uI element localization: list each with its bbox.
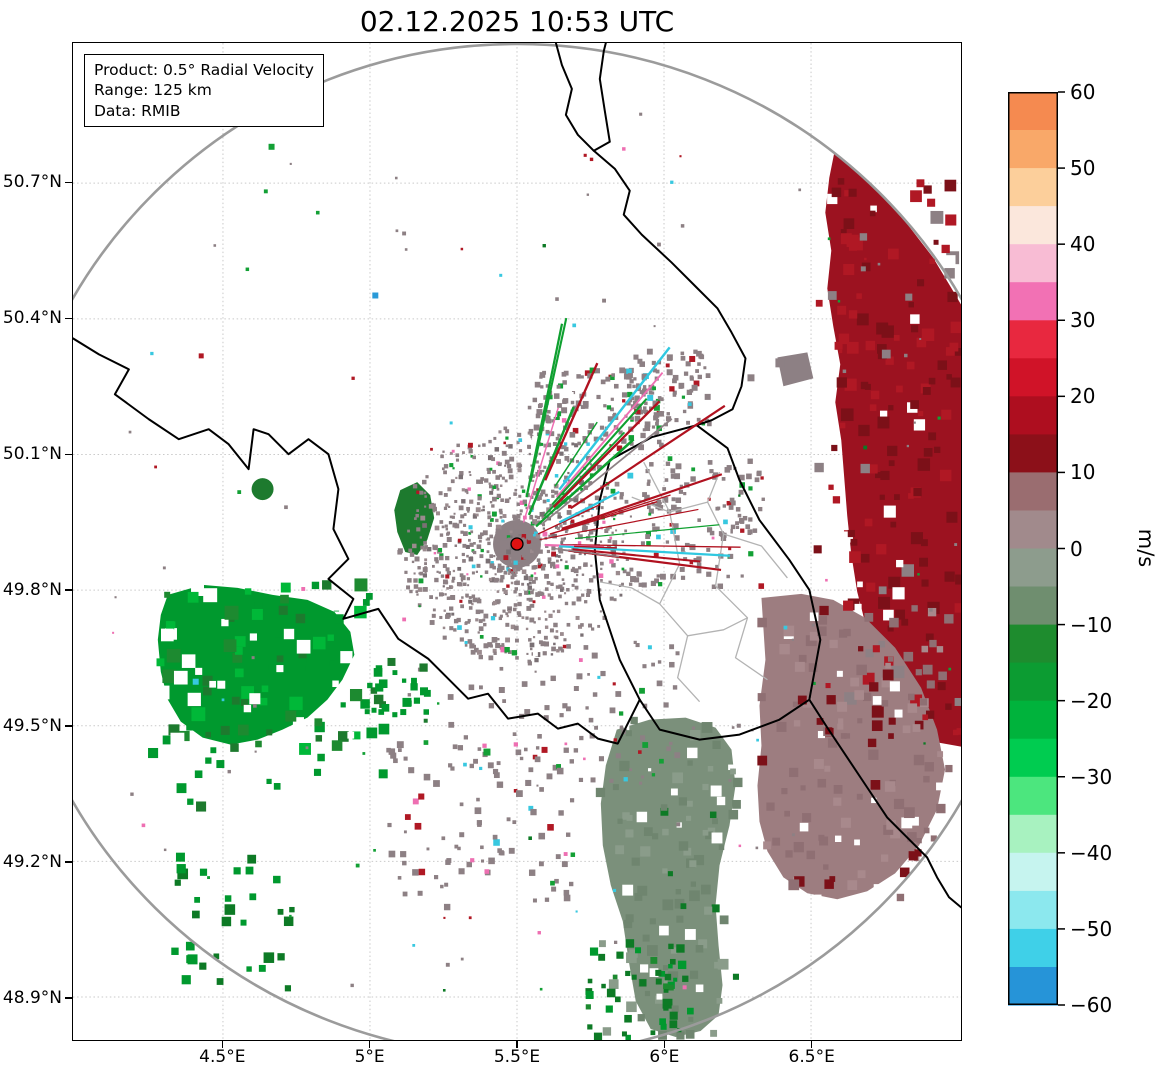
lon-tick-label: 4.5°E bbox=[199, 1047, 246, 1067]
lat-tick-label: 48.9°N bbox=[2, 987, 62, 1008]
lat-tick-mark bbox=[65, 453, 72, 456]
lon-tick-label: 5°E bbox=[354, 1047, 385, 1067]
colorbar-tick-label: −60 bbox=[1070, 993, 1113, 1017]
district-border bbox=[687, 617, 748, 637]
colorbar-outline bbox=[1008, 92, 1058, 1005]
speckles-clutter-southwest-trail bbox=[386, 740, 576, 911]
clutter-patch-north-luxembourg bbox=[777, 352, 814, 387]
speckles-graygreen-texture bbox=[595, 716, 743, 1040]
colorbar-tick-label: −50 bbox=[1070, 916, 1113, 941]
country-border bbox=[73, 337, 641, 745]
lon-tick-mark bbox=[810, 1041, 813, 1048]
country-border bbox=[808, 698, 961, 909]
inbound-area-southwest bbox=[157, 584, 355, 745]
speckles-sparse-wide-specks bbox=[112, 112, 958, 992]
radar-site-marker bbox=[510, 537, 524, 551]
district-border bbox=[706, 471, 721, 503]
isolated-specks bbox=[192, 143, 785, 685]
radial-velocity-spokes bbox=[522, 317, 741, 572]
district-border bbox=[599, 581, 661, 605]
colorbar-tick-label: −20 bbox=[1070, 688, 1113, 713]
lat-tick-mark bbox=[65, 861, 72, 863]
colorbar-tick-label: 20 bbox=[1070, 384, 1096, 409]
lat-tick-label: 50.4°N bbox=[2, 308, 62, 329]
colorbar-tick-label: 10 bbox=[1070, 460, 1096, 485]
lon-tick-label: 6°E bbox=[649, 1047, 680, 1067]
lat-tick-mark bbox=[65, 997, 72, 999]
district-border bbox=[631, 496, 788, 579]
speckles-green-mid-patch bbox=[364, 657, 431, 723]
country-border bbox=[554, 43, 611, 152]
map-plot-area: Product: 0.5° Radial Velocity Range: 125… bbox=[72, 42, 962, 1041]
figure-title: 02.12.2025 10:53 UTC bbox=[359, 5, 675, 38]
colorbar-tick-label: −30 bbox=[1070, 764, 1113, 789]
colorbar-tick-label: 50 bbox=[1070, 156, 1096, 181]
lat-tick-label: 49.5°N bbox=[2, 716, 62, 737]
radar-map-canvas bbox=[73, 43, 961, 1040]
lat-tick-label: 49.8°N bbox=[2, 580, 62, 601]
colorbar-scale bbox=[1008, 91, 1065, 1006]
country-border bbox=[593, 424, 822, 741]
colorbar-tick-label: 40 bbox=[1070, 232, 1096, 257]
colorbar-unit-label: m/s bbox=[1134, 528, 1158, 568]
speckles-clutter-south bbox=[447, 637, 681, 787]
country-border bbox=[592, 149, 747, 427]
info-box: Product: 0.5° Radial Velocity Range: 125… bbox=[84, 54, 324, 128]
lat-tick-label: 49.2°N bbox=[2, 852, 62, 873]
lon-tick-label: 5.5°E bbox=[493, 1047, 541, 1067]
lon-tick-label: 6.5°E bbox=[788, 1047, 835, 1067]
lat-tick-mark bbox=[65, 317, 72, 320]
lon-tick-mark bbox=[663, 1041, 666, 1048]
lat-tick-mark bbox=[65, 181, 72, 184]
district-border bbox=[659, 511, 701, 703]
colorbar-tick-label: 0 bbox=[1070, 536, 1083, 561]
speckles-clutter-east bbox=[627, 456, 765, 590]
speckles-green-far-southwest bbox=[171, 852, 295, 992]
lat-tick-mark bbox=[65, 589, 72, 591]
colorbar-tick-label: −40 bbox=[1070, 840, 1113, 865]
district-border bbox=[643, 461, 671, 513]
info-range: Range: 125 km bbox=[94, 81, 212, 100]
range-ring bbox=[73, 43, 961, 1040]
colorbar-tick-label: −10 bbox=[1070, 612, 1113, 637]
lon-tick-mark bbox=[368, 1041, 371, 1048]
speckles-clutter-core bbox=[397, 426, 632, 664]
colorbar-tick-label: 60 bbox=[1070, 80, 1096, 104]
speckles-red-sector-texture bbox=[813, 178, 961, 748]
info-product: Product: 0.5° Radial Velocity bbox=[94, 61, 314, 79]
lat-tick-label: 50.1°N bbox=[2, 444, 62, 465]
info-data-source: Data: RMIB bbox=[94, 101, 181, 120]
lon-tick-mark bbox=[516, 1041, 518, 1048]
inbound-small-patch bbox=[251, 478, 274, 501]
speckles-mauve-texture bbox=[757, 603, 954, 902]
lon-tick-mark bbox=[221, 1041, 224, 1048]
lat-tick-mark bbox=[65, 725, 72, 727]
lat-tick-label: 50.7°N bbox=[2, 172, 62, 193]
colorbar-tick-label: 30 bbox=[1070, 308, 1096, 333]
speckles-clutter-north bbox=[527, 367, 664, 452]
